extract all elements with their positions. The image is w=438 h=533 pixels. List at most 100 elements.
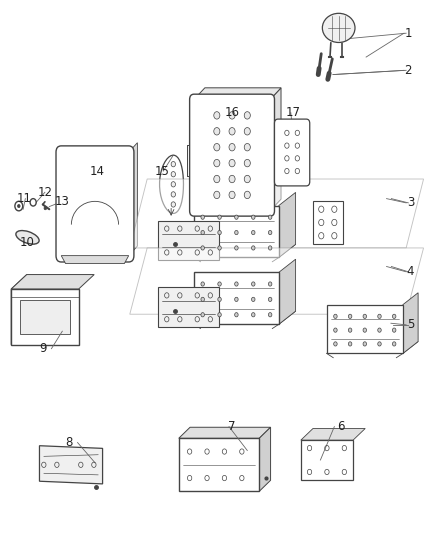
Circle shape — [251, 297, 255, 302]
Polygon shape — [158, 221, 219, 261]
Circle shape — [348, 314, 352, 318]
Circle shape — [229, 127, 235, 135]
Circle shape — [214, 127, 220, 135]
Circle shape — [378, 328, 381, 332]
Circle shape — [201, 230, 205, 235]
FancyBboxPatch shape — [275, 119, 310, 186]
Text: 5: 5 — [407, 318, 414, 332]
Polygon shape — [279, 259, 296, 324]
Text: 14: 14 — [90, 165, 105, 177]
Circle shape — [229, 143, 235, 151]
Circle shape — [244, 112, 251, 119]
Circle shape — [363, 314, 367, 318]
Polygon shape — [279, 192, 296, 257]
Circle shape — [229, 191, 235, 199]
Circle shape — [348, 342, 352, 346]
Circle shape — [392, 314, 396, 318]
Circle shape — [214, 112, 220, 119]
Circle shape — [171, 161, 176, 167]
Circle shape — [392, 328, 396, 332]
Ellipse shape — [16, 231, 39, 244]
Circle shape — [268, 313, 272, 317]
Circle shape — [334, 342, 337, 346]
Polygon shape — [327, 305, 403, 353]
Circle shape — [201, 246, 205, 250]
Polygon shape — [327, 342, 418, 353]
Circle shape — [235, 215, 238, 219]
Circle shape — [268, 297, 272, 302]
Circle shape — [235, 246, 238, 250]
Circle shape — [244, 127, 251, 135]
Circle shape — [268, 282, 272, 286]
Circle shape — [201, 297, 205, 302]
Circle shape — [214, 175, 220, 183]
Circle shape — [244, 159, 251, 167]
Text: 6: 6 — [337, 420, 345, 433]
Circle shape — [218, 215, 221, 219]
Circle shape — [171, 172, 176, 177]
Polygon shape — [259, 427, 271, 491]
Circle shape — [251, 230, 255, 235]
Circle shape — [44, 207, 47, 210]
Text: 16: 16 — [225, 106, 240, 119]
Circle shape — [235, 297, 238, 302]
Text: 8: 8 — [65, 436, 73, 449]
Circle shape — [214, 191, 220, 199]
Text: 17: 17 — [286, 106, 300, 119]
Circle shape — [201, 313, 205, 317]
Text: 9: 9 — [39, 342, 46, 355]
Circle shape — [214, 159, 220, 167]
Polygon shape — [11, 289, 79, 345]
Polygon shape — [129, 143, 138, 256]
Circle shape — [392, 342, 396, 346]
Polygon shape — [20, 300, 70, 334]
Circle shape — [229, 159, 235, 167]
Polygon shape — [159, 155, 184, 213]
Polygon shape — [301, 440, 353, 480]
Text: 12: 12 — [37, 186, 53, 199]
Circle shape — [268, 246, 272, 250]
Circle shape — [378, 342, 381, 346]
Polygon shape — [11, 274, 94, 289]
Text: 4: 4 — [407, 265, 414, 278]
Text: 10: 10 — [20, 236, 35, 249]
Text: 7: 7 — [228, 420, 236, 433]
Circle shape — [235, 313, 238, 317]
Circle shape — [201, 215, 205, 219]
Text: 2: 2 — [405, 64, 412, 77]
Circle shape — [218, 282, 221, 286]
Circle shape — [229, 175, 235, 183]
Circle shape — [268, 215, 272, 219]
Polygon shape — [403, 293, 418, 353]
Circle shape — [218, 230, 221, 235]
Circle shape — [171, 192, 176, 197]
Circle shape — [244, 143, 251, 151]
Polygon shape — [194, 206, 279, 257]
Circle shape — [251, 246, 255, 250]
Circle shape — [201, 282, 205, 286]
Circle shape — [251, 215, 255, 219]
Circle shape — [334, 328, 337, 332]
FancyBboxPatch shape — [190, 94, 275, 216]
Polygon shape — [39, 446, 102, 484]
Polygon shape — [130, 179, 424, 248]
Circle shape — [171, 202, 176, 207]
Polygon shape — [270, 88, 281, 211]
Circle shape — [218, 313, 221, 317]
Text: 15: 15 — [155, 165, 170, 177]
Polygon shape — [179, 427, 271, 438]
Polygon shape — [61, 256, 129, 264]
Polygon shape — [194, 211, 270, 217]
Polygon shape — [313, 201, 343, 244]
Circle shape — [363, 342, 367, 346]
Circle shape — [229, 112, 235, 119]
Circle shape — [348, 328, 352, 332]
Circle shape — [251, 282, 255, 286]
Polygon shape — [194, 244, 296, 257]
Circle shape — [244, 175, 251, 183]
Circle shape — [214, 143, 220, 151]
Circle shape — [18, 205, 20, 208]
Polygon shape — [11, 274, 27, 345]
Circle shape — [235, 282, 238, 286]
Circle shape — [244, 191, 251, 199]
